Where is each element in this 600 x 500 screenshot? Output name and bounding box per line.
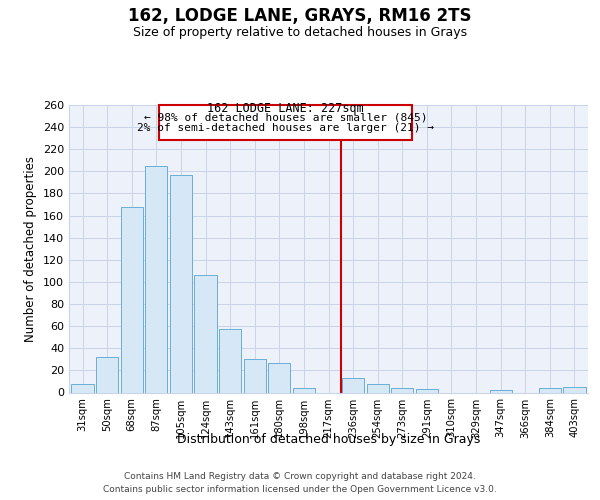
Bar <box>293 388 315 392</box>
Bar <box>71 384 94 392</box>
Text: Distribution of detached houses by size in Grays: Distribution of detached houses by size … <box>177 432 481 446</box>
Text: Size of property relative to detached houses in Grays: Size of property relative to detached ho… <box>133 26 467 39</box>
Bar <box>268 362 290 392</box>
Bar <box>391 388 413 392</box>
Text: 162 LODGE LANE: 227sqm: 162 LODGE LANE: 227sqm <box>207 102 364 115</box>
Text: 2% of semi-detached houses are larger (21) →: 2% of semi-detached houses are larger (2… <box>137 123 434 133</box>
Bar <box>159 105 412 140</box>
Text: Contains HM Land Registry data © Crown copyright and database right 2024.
Contai: Contains HM Land Registry data © Crown c… <box>103 472 497 494</box>
Bar <box>416 389 438 392</box>
Bar <box>194 276 217 392</box>
Bar <box>96 357 118 392</box>
Bar <box>145 166 167 392</box>
Y-axis label: Number of detached properties: Number of detached properties <box>25 156 37 342</box>
Bar <box>367 384 389 392</box>
Bar <box>170 174 192 392</box>
Bar <box>244 360 266 392</box>
Bar <box>121 206 143 392</box>
Text: ← 98% of detached houses are smaller (845): ← 98% of detached houses are smaller (84… <box>144 113 427 123</box>
Bar <box>539 388 561 392</box>
Bar <box>563 387 586 392</box>
Bar <box>342 378 364 392</box>
Text: 162, LODGE LANE, GRAYS, RM16 2TS: 162, LODGE LANE, GRAYS, RM16 2TS <box>128 8 472 26</box>
Bar <box>490 390 512 392</box>
Bar <box>219 330 241 392</box>
